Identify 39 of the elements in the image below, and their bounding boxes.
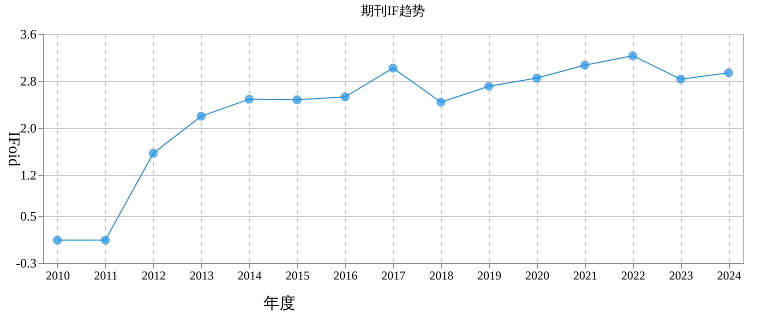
point (628, 51, 638, 60)
x-tick-label: 2019 (477, 268, 502, 282)
x-tick-label: 2022 (621, 268, 646, 282)
x-axis-title: 年度 (264, 294, 296, 312)
x-tick-label: 2012 (142, 268, 166, 282)
x-tick-label: 2013 (190, 268, 214, 282)
x-tick-label: 2011 (94, 268, 118, 282)
x-tick-label: 2023 (669, 268, 694, 282)
x-tick-label: 2015 (286, 268, 310, 282)
x-tick-label: 2016 (334, 268, 358, 282)
x-tick-label: 2021 (573, 268, 598, 282)
y-axis-title: IFoid (4, 132, 22, 166)
point (532, 74, 542, 82)
point (724, 68, 734, 78)
point (196, 112, 206, 121)
y-tick-label: 2.8 (20, 73, 36, 88)
y-tick-label: -0.3 (16, 256, 36, 270)
x-tick-label: 2024 (717, 268, 742, 282)
y-tick-label: 0.5 (20, 208, 36, 224)
point (388, 64, 398, 73)
chart-title: 期刊IF趋势 (361, 3, 425, 18)
x-tick-label: 2017 (382, 268, 406, 282)
point (100, 236, 110, 245)
y-tick-label: 3.6 (20, 26, 37, 42)
point (436, 98, 446, 107)
y-tick-label: 2.0 (20, 120, 36, 136)
point (292, 95, 302, 104)
x-tick-label: 2014 (238, 268, 262, 282)
point (484, 82, 494, 91)
x-tick-label: 2010 (46, 268, 70, 282)
x-tick-label: 2018 (429, 268, 454, 282)
x-tick-label: 2020 (525, 268, 550, 282)
point (244, 94, 254, 104)
y-tick-label: 1.2 (20, 167, 36, 182)
point (580, 60, 590, 70)
point (52, 236, 62, 245)
point (676, 74, 686, 84)
point (148, 148, 158, 158)
point (340, 92, 350, 102)
